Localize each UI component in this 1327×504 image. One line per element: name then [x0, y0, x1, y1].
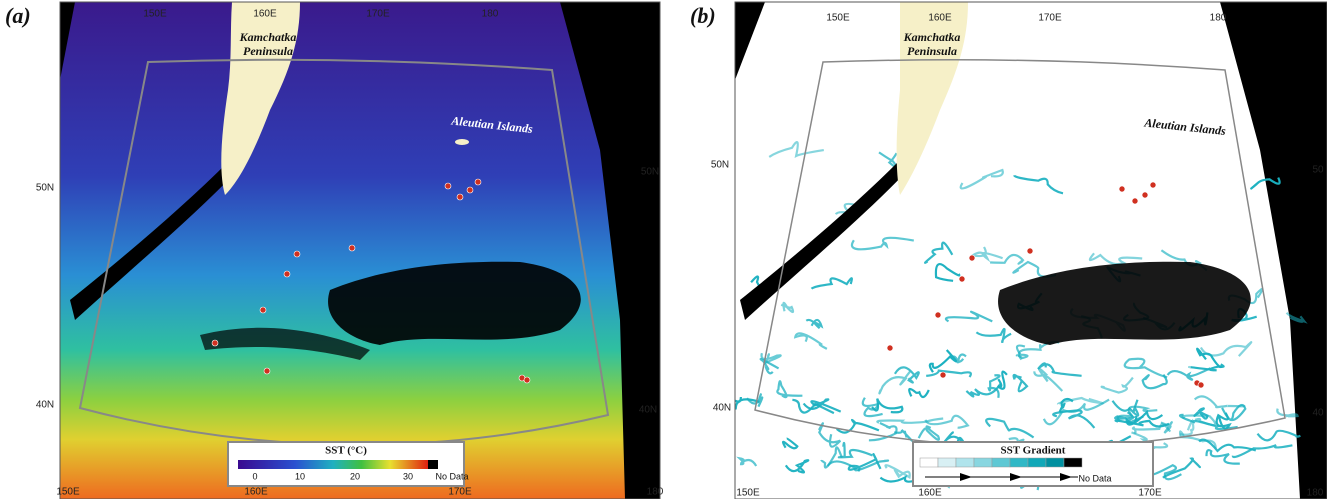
figure: (a) 150E 160E 170E 180 150E 160E 170E 180 50N 40N 5…: [0, 0, 1327, 499]
no-data-swatch: [428, 460, 438, 469]
gradient-swatch: [938, 458, 956, 467]
station: [1142, 192, 1148, 198]
station: [475, 179, 481, 185]
station: [445, 183, 451, 189]
latitude-label: 50: [1312, 165, 1324, 176]
longitude-label: 170E: [448, 487, 472, 498]
station: [1198, 382, 1204, 388]
land: [455, 139, 469, 145]
place-label: Peninsula: [907, 44, 957, 58]
place-label: Kamchatka: [903, 30, 961, 44]
latitude-label: 50N: [711, 160, 729, 171]
station: [264, 368, 270, 374]
station: [1119, 186, 1125, 192]
gradient-swatch: [1046, 458, 1064, 467]
station: [969, 255, 975, 261]
place-label: Kamchatka: [239, 30, 297, 44]
page: {"panels": [ {"label": "(a)", "top_ticks…: [0, 0, 1327, 499]
gradient-swatch: [956, 458, 974, 467]
station: [887, 345, 893, 351]
gradient-swatch: [1010, 458, 1028, 467]
station: [467, 187, 473, 193]
latitude-label: 40N: [713, 403, 731, 414]
legend-title: SST Gradient: [1001, 445, 1066, 457]
legend-tick: 20: [350, 471, 360, 481]
color-bar: [238, 460, 428, 469]
gradient-bar: [920, 458, 1082, 467]
map-a: [60, 2, 660, 499]
latitude-label: 50N: [36, 183, 54, 194]
longitude-label: 180: [1307, 488, 1324, 499]
station: [524, 377, 530, 383]
longitude-label: 170E: [1038, 13, 1062, 24]
longitude-label: 150E: [736, 488, 760, 499]
legend-tick: 30: [403, 471, 413, 481]
longitude-label: 180: [482, 9, 499, 20]
station: [940, 372, 946, 378]
gradient-swatch: [974, 458, 992, 467]
latitude-label: 50N: [641, 167, 659, 178]
gradient-swatch: [920, 458, 938, 467]
gradient-swatch: [992, 458, 1010, 467]
station: [212, 340, 218, 346]
longitude-label: 150E: [143, 9, 167, 20]
longitude-label: 180: [1210, 13, 1227, 24]
station: [294, 251, 300, 257]
longitude-label: 170E: [1138, 488, 1162, 499]
longitude-label: 160E: [918, 488, 942, 499]
longitude-label: 150E: [56, 487, 80, 498]
station: [260, 307, 266, 313]
longitude-label: 160E: [244, 487, 268, 498]
legend-title: SST (°C): [325, 445, 367, 457]
station: [349, 245, 355, 251]
legend-tick: 10: [295, 471, 305, 481]
legend-tick: 0: [252, 471, 257, 481]
station: [1132, 198, 1138, 204]
longitude-label: 170E: [366, 9, 390, 20]
longitude-label: 150E: [826, 13, 850, 24]
gradient-swatch: [1064, 458, 1082, 467]
station: [284, 271, 290, 277]
panel-label: (a): [5, 3, 31, 28]
latitude-label: 40N: [36, 400, 54, 411]
place-label: Peninsula: [243, 44, 293, 58]
station: [1150, 182, 1156, 188]
longitude-label: 180: [647, 487, 664, 498]
longitude-label: 160E: [253, 9, 277, 20]
latitude-label: 40: [1312, 408, 1324, 419]
panel-label: (b): [690, 3, 716, 28]
gradient-swatch: [1028, 458, 1046, 467]
station: [935, 312, 941, 318]
legend-no-data: No Data: [1078, 473, 1111, 483]
legend-no-data: No Data: [435, 471, 468, 481]
station: [959, 276, 965, 282]
longitude-label: 160E: [928, 13, 952, 24]
station: [1027, 248, 1033, 254]
station: [457, 194, 463, 200]
latitude-label: 40N: [639, 405, 657, 416]
